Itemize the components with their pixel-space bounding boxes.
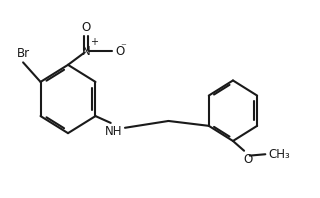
Text: O: O xyxy=(115,45,124,58)
Text: NH: NH xyxy=(105,125,122,138)
Text: O: O xyxy=(82,21,91,34)
Text: +: + xyxy=(90,37,98,48)
Text: ⁻: ⁻ xyxy=(120,42,126,52)
Text: Br: Br xyxy=(17,48,30,60)
Text: CH₃: CH₃ xyxy=(269,148,291,161)
Text: N: N xyxy=(82,45,91,58)
Text: O: O xyxy=(243,153,252,166)
